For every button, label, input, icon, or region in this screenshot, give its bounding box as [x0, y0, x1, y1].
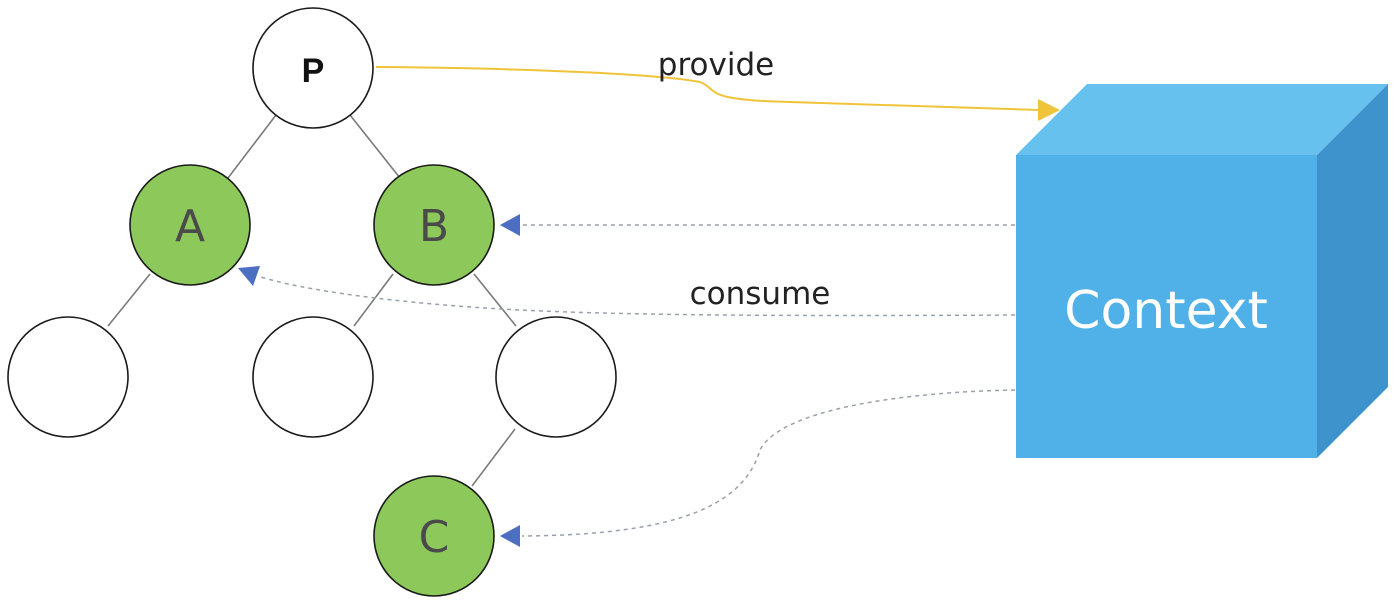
cube-front-face: [1016, 155, 1317, 458]
edge-leaf3-c: [471, 428, 516, 487]
edge-p-a: [227, 114, 277, 179]
cube-side-face: [1317, 84, 1388, 458]
node-c: [373, 475, 495, 597]
provide-arrow: [375, 66, 1060, 121]
node-leaf-2: [252, 316, 374, 438]
consume-arrows: [257, 224, 1016, 537]
edge-a-leaf1: [107, 273, 151, 327]
consume-arrowheads: [238, 214, 520, 547]
node-leaf-3: [495, 316, 617, 438]
node-c-label: C: [419, 512, 450, 563]
provide-arrowhead: [1038, 99, 1060, 121]
consume-arrowhead-a: [238, 266, 260, 286]
node-a-label: A: [175, 201, 205, 252]
cube-top-face: [1016, 84, 1388, 155]
consume-line-a: [257, 275, 1016, 317]
consume-arrowhead-b: [500, 214, 520, 236]
consume-line-c: [521, 389, 1016, 537]
node-p: [252, 7, 374, 129]
node-b-label: B: [419, 201, 449, 252]
edge-p-b: [349, 114, 401, 179]
node-leaf-1: [7, 316, 129, 438]
tree-edges: [107, 114, 517, 487]
node-b: [373, 164, 495, 286]
consume-label: consume: [690, 276, 831, 312]
tree-nodes: [7, 7, 617, 597]
context-cube: [1016, 84, 1388, 458]
node-a: [129, 164, 251, 286]
provide-line: [375, 66, 1041, 111]
edge-b-leaf2: [353, 273, 394, 327]
provide-label: provide: [658, 47, 774, 83]
context-label: Context: [1064, 281, 1268, 341]
node-p-label: P: [302, 52, 325, 90]
consume-arrowhead-c: [500, 525, 520, 547]
edge-b-leaf3: [473, 273, 517, 327]
